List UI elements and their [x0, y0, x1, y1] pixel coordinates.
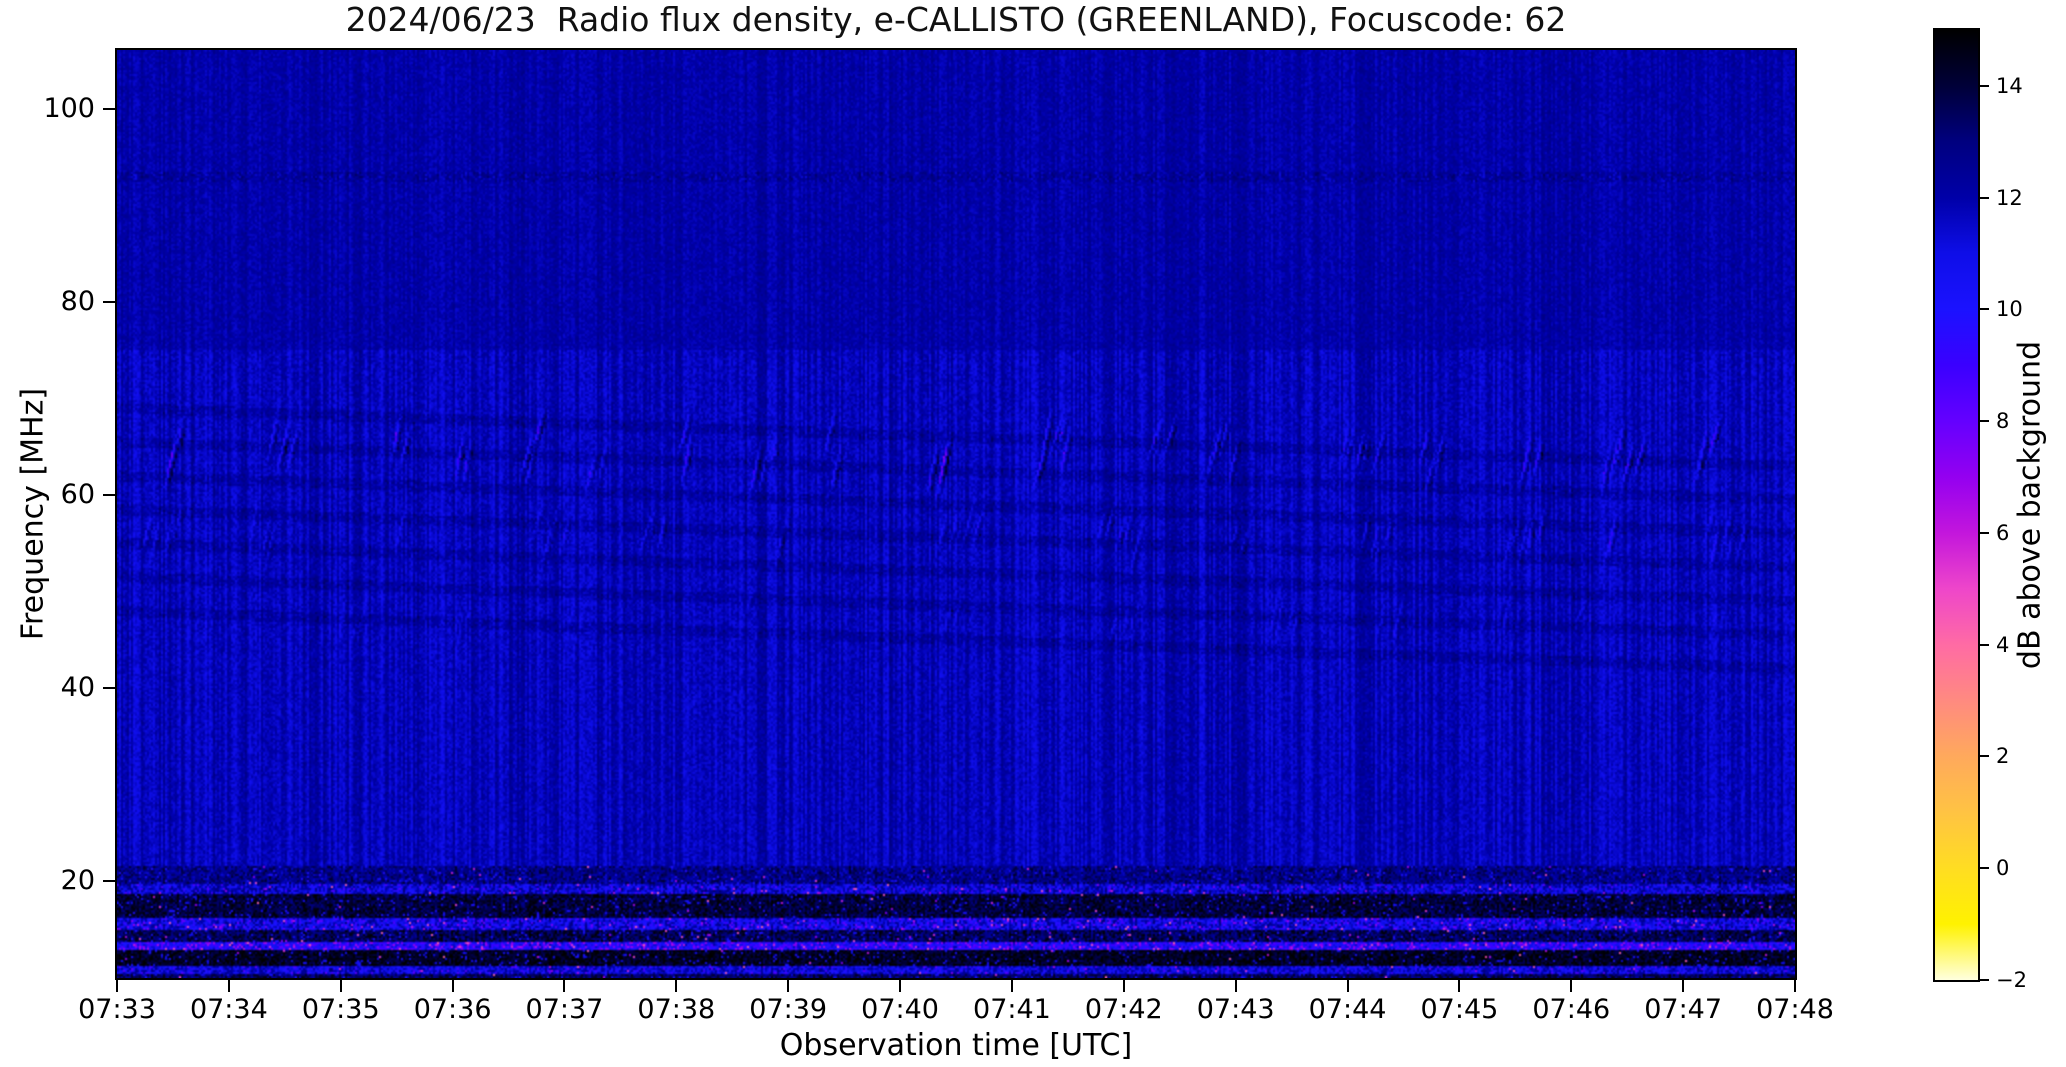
- x-tick-mark: [1570, 980, 1573, 992]
- colorbar-tick-mark: [1980, 84, 1989, 87]
- x-tick-mark: [563, 980, 566, 992]
- colorbar-tick-mark: [1980, 308, 1989, 311]
- x-tick-label: 07:34: [189, 994, 268, 1025]
- x-tick-label: 07:48: [1756, 994, 1834, 1025]
- x-tick-mark: [899, 980, 902, 992]
- x-tick-label: 07:40: [861, 994, 939, 1025]
- colorbar-tick-label: 2: [1996, 744, 2010, 769]
- colorbar-tick-mark: [1980, 867, 1989, 870]
- y-tick-label: 80: [60, 286, 95, 318]
- figure-title: 2024/06/23 Radio flux density, e-CALLIST…: [345, 0, 1567, 39]
- colorbar-tick-label: −2: [1996, 968, 2027, 992]
- colorbar-tick-label: 4: [1996, 632, 2010, 657]
- colorbar-label: dB above background: [2012, 340, 2048, 670]
- colorbar-tick-label: 0: [1996, 856, 2010, 881]
- x-tick-mark: [339, 980, 342, 992]
- spectrogram-canvas: [117, 50, 1795, 978]
- x-tick-mark: [1682, 980, 1685, 992]
- x-tick-label: 07:35: [301, 994, 380, 1025]
- y-tick-mark: [103, 687, 115, 690]
- x-tick-label: 07:45: [1420, 994, 1499, 1025]
- x-tick-label: 07:46: [1532, 994, 1611, 1025]
- x-tick-label: 07:33: [78, 994, 156, 1025]
- colorbar-tick-mark: [1980, 755, 1989, 758]
- y-tick-label: 60: [60, 479, 95, 511]
- y-tick-mark: [103, 107, 115, 110]
- colorbar-tick-label: 14: [1996, 73, 2023, 98]
- colorbar-tick-mark: [1980, 420, 1989, 423]
- y-axis-label: Frequency [MHz]: [15, 387, 51, 641]
- x-tick-mark: [116, 980, 118, 992]
- x-tick-label: 07:39: [749, 994, 828, 1025]
- colorbar-tick-mark: [1980, 531, 1989, 534]
- y-tick-mark: [103, 880, 115, 883]
- colorbar-tick-label: 10: [1996, 297, 2023, 322]
- colorbar: [1933, 28, 1980, 982]
- colorbar-tick-label: 6: [1996, 520, 2010, 545]
- x-tick-label: 07:43: [1196, 994, 1275, 1025]
- x-tick-label: 07:37: [525, 994, 604, 1025]
- y-tick-label: 100: [43, 92, 95, 124]
- x-tick-label: 07:47: [1644, 994, 1723, 1025]
- x-tick-mark: [787, 980, 790, 992]
- x-tick-mark: [451, 980, 454, 992]
- y-tick-label: 40: [60, 672, 95, 704]
- x-tick-label: 07:38: [637, 994, 716, 1025]
- plot-area: [115, 48, 1797, 980]
- x-tick-mark: [1010, 980, 1013, 992]
- x-tick-label: 07:41: [973, 994, 1051, 1025]
- colorbar-tick-label: 8: [1996, 409, 2010, 434]
- x-axis-label: Observation time [UTC]: [779, 1028, 1133, 1063]
- x-tick-mark: [1794, 980, 1796, 992]
- x-tick-label: 07:36: [413, 994, 492, 1025]
- colorbar-tick-mark: [1980, 643, 1989, 646]
- x-tick-mark: [675, 980, 678, 992]
- colorbar-tick-mark: [1980, 979, 1989, 981]
- x-tick-mark: [1122, 980, 1125, 992]
- colorbar-tick-label: 12: [1996, 185, 2023, 210]
- x-tick-mark: [1346, 980, 1349, 992]
- x-tick-label: 07:44: [1308, 994, 1387, 1025]
- x-tick-mark: [1458, 980, 1461, 992]
- colorbar-tick-mark: [1980, 196, 1989, 199]
- x-tick-mark: [227, 980, 230, 992]
- y-tick-label: 20: [60, 865, 95, 897]
- y-tick-mark: [103, 301, 115, 304]
- x-tick-mark: [1234, 980, 1237, 992]
- x-tick-label: 07:42: [1084, 994, 1163, 1025]
- y-tick-mark: [103, 494, 115, 497]
